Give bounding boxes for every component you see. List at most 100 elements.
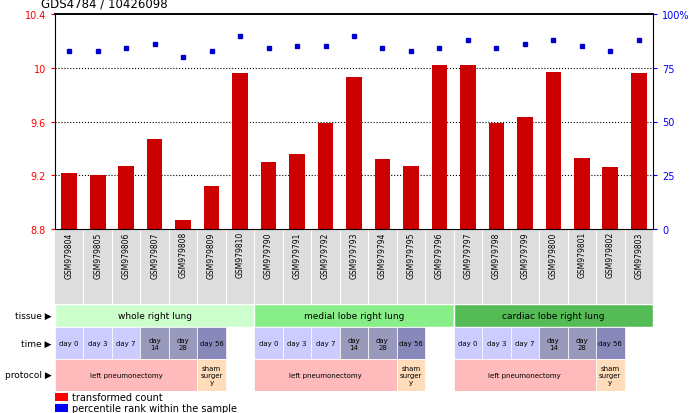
Text: GSM979799: GSM979799	[520, 232, 529, 278]
Text: day 3: day 3	[288, 340, 307, 346]
Bar	[511, 327, 539, 359]
Text: day
14: day 14	[148, 337, 161, 350]
Text: day 7: day 7	[515, 340, 535, 346]
Text: GSM979809: GSM979809	[207, 232, 216, 278]
Bar	[454, 327, 482, 359]
Bar	[204, 187, 219, 230]
Text: day 0: day 0	[259, 340, 279, 346]
Text: medial lobe right lung: medial lobe right lung	[304, 311, 404, 320]
Bar	[90, 176, 105, 230]
Text: GSM979796: GSM979796	[435, 232, 444, 278]
Text: GSM979807: GSM979807	[150, 232, 159, 278]
Text: day
28: day 28	[376, 337, 389, 350]
Text: day
14: day 14	[348, 337, 360, 350]
Bar	[546, 73, 561, 230]
Bar	[119, 166, 134, 230]
Bar	[254, 359, 396, 391]
Text: GSM979802: GSM979802	[606, 232, 615, 278]
Bar	[369, 327, 396, 359]
Bar	[567, 327, 596, 359]
Bar	[602, 168, 618, 230]
Bar	[55, 327, 84, 359]
Bar	[261, 162, 276, 230]
Bar	[454, 304, 653, 327]
Text: GSM979801: GSM979801	[577, 232, 586, 278]
Bar	[489, 123, 504, 230]
Bar	[232, 74, 248, 230]
Bar	[631, 74, 646, 230]
Bar	[55, 393, 68, 401]
Text: GSM979810: GSM979810	[236, 232, 244, 278]
Text: tissue ▶: tissue ▶	[15, 311, 52, 320]
Bar	[55, 359, 198, 391]
Bar	[198, 327, 226, 359]
Text: day
28: day 28	[177, 337, 190, 350]
Text: GSM979800: GSM979800	[549, 232, 558, 278]
Bar	[169, 327, 198, 359]
Text: day 0: day 0	[458, 340, 477, 346]
Text: day 3: day 3	[487, 340, 506, 346]
Text: whole right lung: whole right lung	[118, 311, 192, 320]
Bar	[517, 118, 533, 230]
Bar	[283, 327, 311, 359]
Text: sham
surger
y: sham surger y	[599, 365, 621, 385]
Text: GSM979790: GSM979790	[264, 232, 273, 278]
Text: left pneumonectomy: left pneumonectomy	[90, 372, 163, 378]
Bar	[574, 159, 590, 230]
Bar	[175, 220, 191, 230]
Text: time ▶: time ▶	[21, 339, 52, 348]
Bar	[140, 327, 169, 359]
Bar	[346, 78, 362, 230]
Bar	[396, 359, 425, 391]
Text: GSM979794: GSM979794	[378, 232, 387, 278]
Bar	[396, 327, 425, 359]
Bar	[61, 173, 77, 230]
Text: sham
surger
y: sham surger y	[400, 365, 422, 385]
Bar	[318, 123, 334, 230]
Text: day 7: day 7	[117, 340, 136, 346]
Bar	[596, 327, 625, 359]
Bar	[539, 327, 567, 359]
Text: percentile rank within the sample: percentile rank within the sample	[73, 403, 237, 413]
Text: day 56: day 56	[399, 340, 423, 346]
Text: GDS4784 / 10426098: GDS4784 / 10426098	[41, 0, 168, 11]
Text: day
14: day 14	[547, 337, 560, 350]
Bar	[254, 327, 283, 359]
Bar	[403, 166, 419, 230]
Bar	[311, 327, 340, 359]
Text: GSM979808: GSM979808	[179, 232, 188, 278]
Bar	[84, 327, 112, 359]
Text: GSM979791: GSM979791	[292, 232, 302, 278]
Text: day 56: day 56	[200, 340, 223, 346]
Bar	[454, 359, 596, 391]
Text: cardiac lobe right lung: cardiac lobe right lung	[502, 311, 604, 320]
Text: GSM979805: GSM979805	[94, 232, 102, 278]
Text: protocol ▶: protocol ▶	[5, 370, 52, 380]
Text: left pneumonectomy: left pneumonectomy	[489, 372, 561, 378]
Bar	[198, 359, 226, 391]
Bar	[431, 66, 447, 230]
Bar	[112, 327, 140, 359]
Text: GSM979798: GSM979798	[492, 232, 501, 278]
Bar	[340, 327, 369, 359]
Bar	[375, 160, 390, 230]
Text: day 56: day 56	[598, 340, 622, 346]
Bar	[55, 304, 254, 327]
Text: GSM979793: GSM979793	[350, 232, 359, 278]
Text: GSM979795: GSM979795	[406, 232, 415, 278]
Text: GSM979806: GSM979806	[121, 232, 131, 278]
Text: sham
surger
y: sham surger y	[200, 365, 223, 385]
Bar	[55, 404, 68, 412]
Bar	[147, 140, 163, 230]
Text: day
28: day 28	[575, 337, 588, 350]
Bar	[596, 359, 625, 391]
Text: GSM979792: GSM979792	[321, 232, 330, 278]
Text: day 0: day 0	[59, 340, 79, 346]
Bar	[289, 154, 305, 230]
Text: day 3: day 3	[88, 340, 107, 346]
Text: GSM979797: GSM979797	[463, 232, 473, 278]
Text: GSM979803: GSM979803	[634, 232, 644, 278]
Text: GSM979804: GSM979804	[65, 232, 74, 278]
Bar	[482, 327, 511, 359]
Text: transformed count: transformed count	[73, 392, 163, 402]
